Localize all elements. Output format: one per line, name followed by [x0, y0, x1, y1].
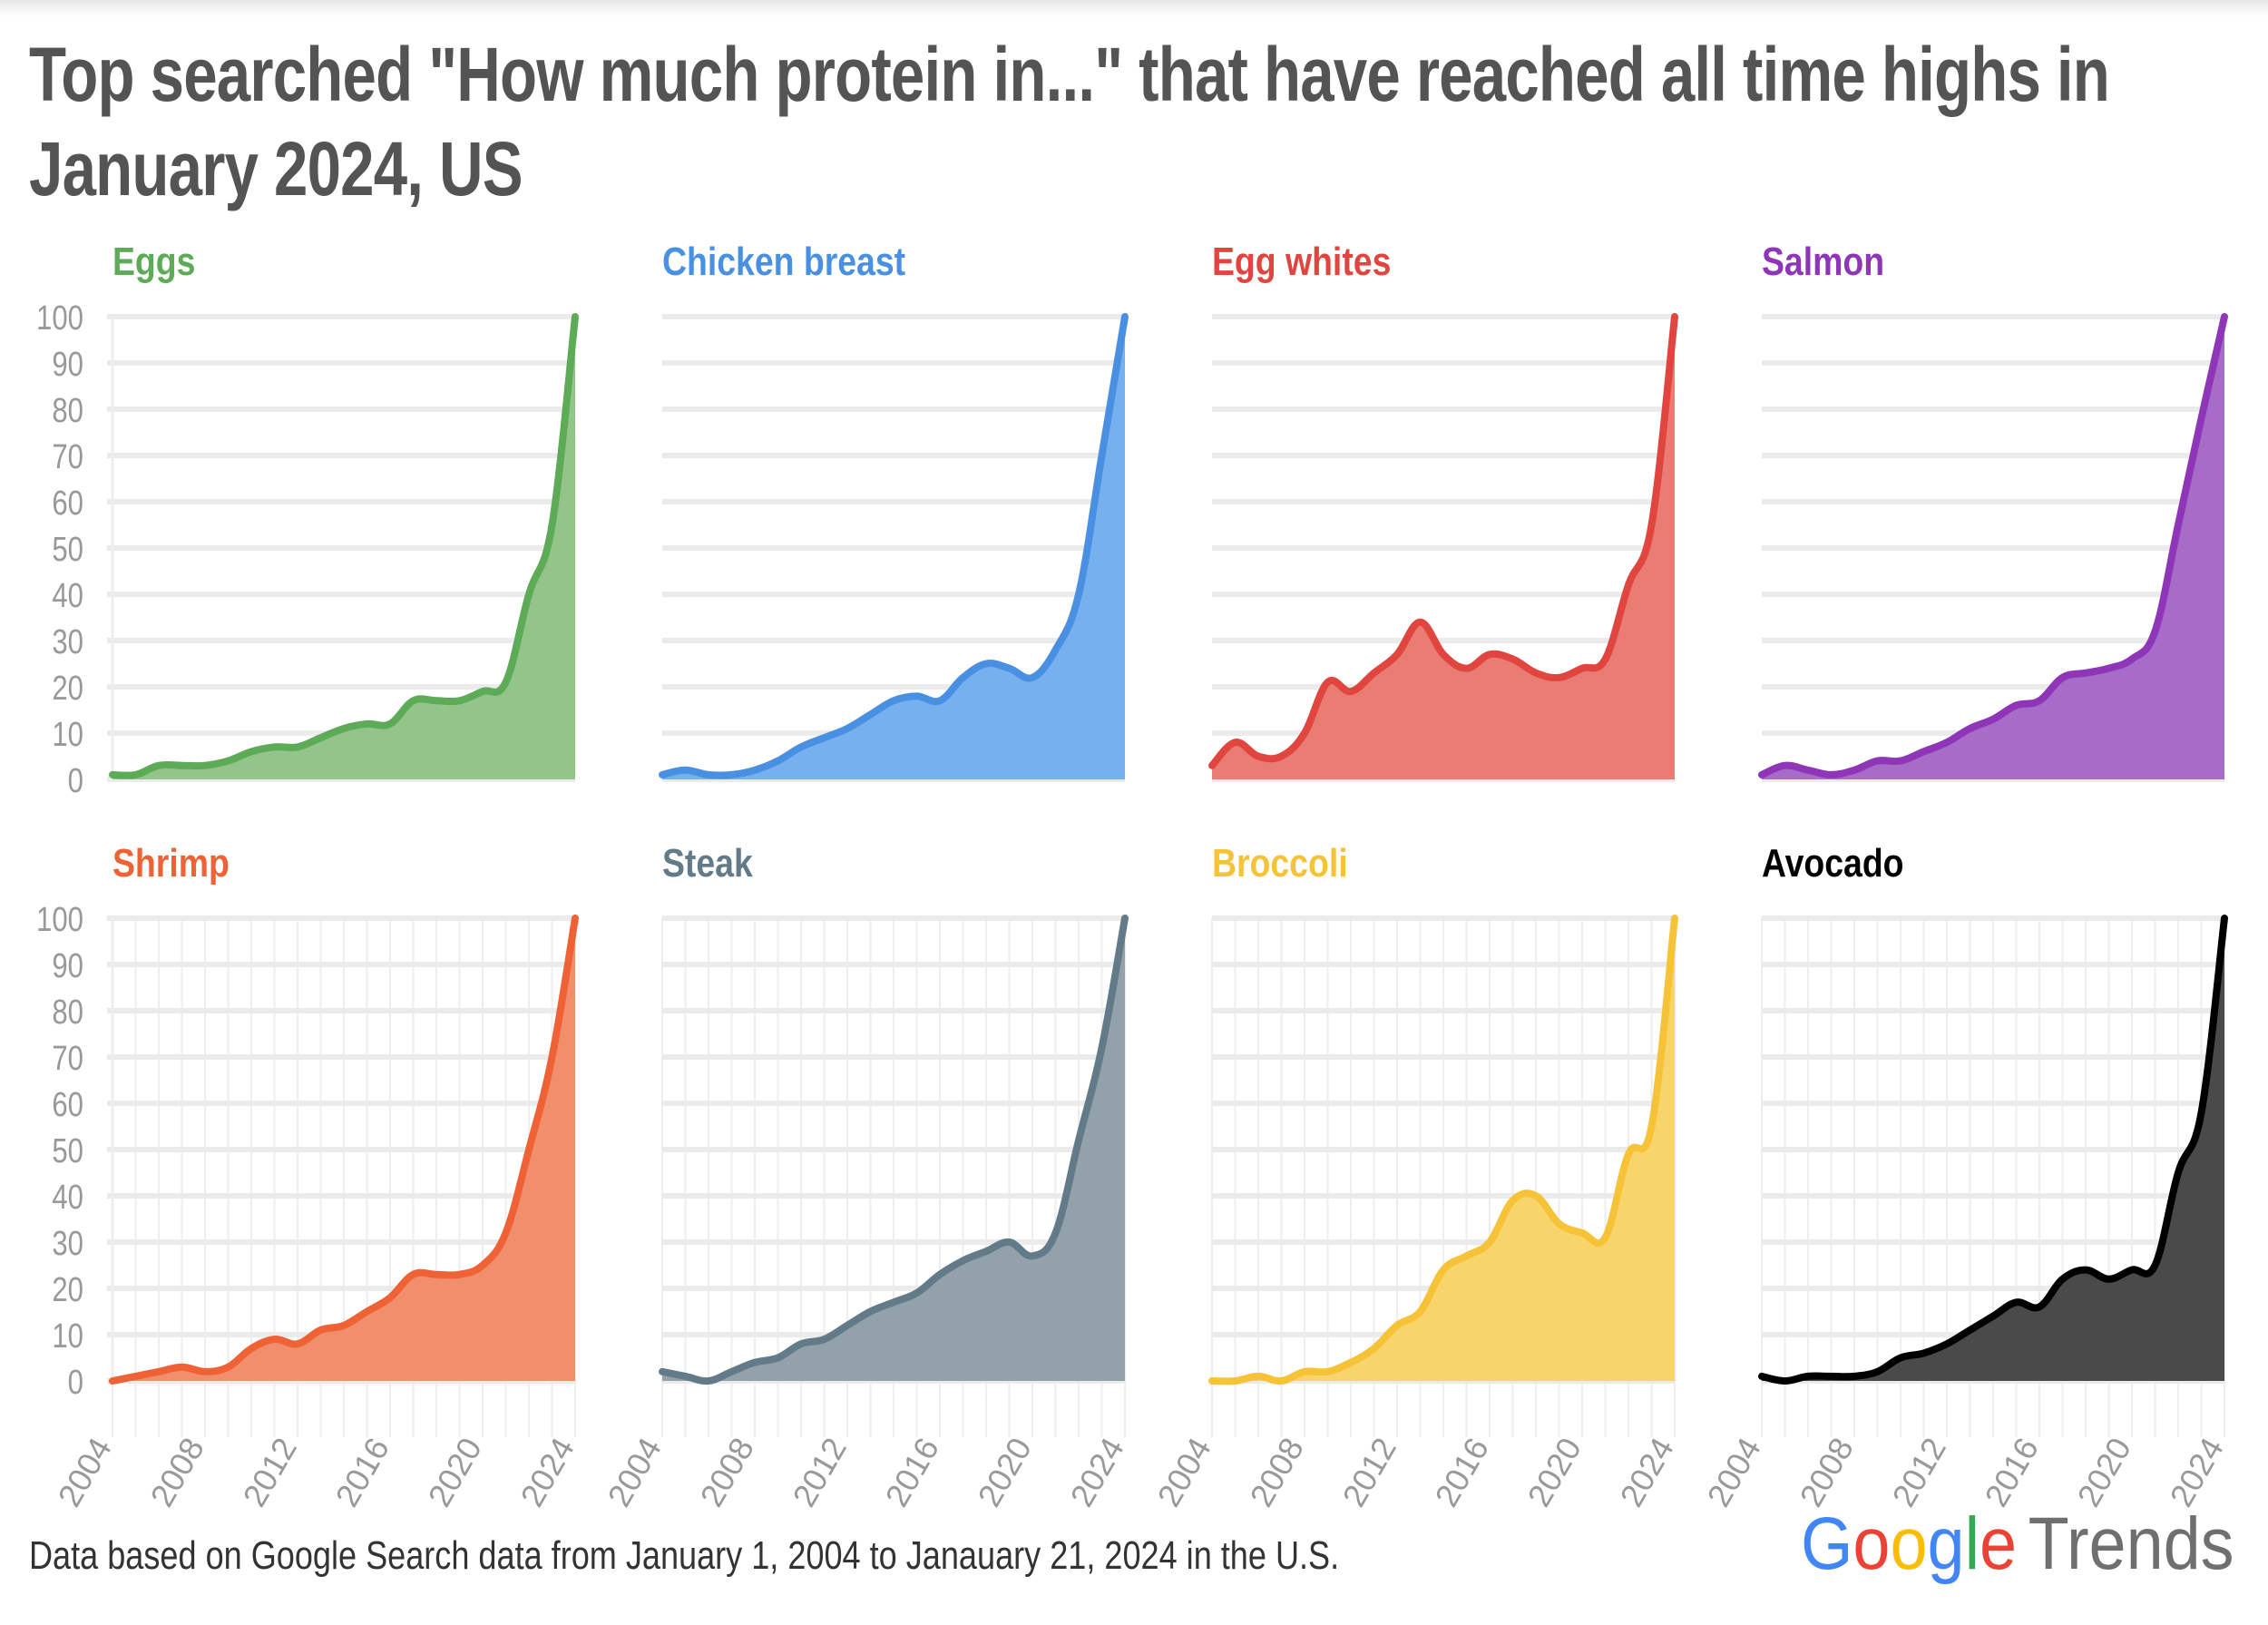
series-line [109, 313, 579, 779]
y-tick-label: 60 [52, 485, 83, 523]
chart-panel-shrimp: Shrimp 0 10 20 30 40 50 60 70 80 90 100 2004 2008 2012… [36, 840, 582, 1512]
x-tick-label: 2008 [1792, 1432, 1861, 1513]
x-tick-label: 2012 [785, 1432, 854, 1513]
page-title: Top searched "How much protein in..." th… [29, 32, 2110, 211]
y-tick-label: 10 [52, 716, 83, 754]
series-line [1758, 313, 2228, 778]
chart-panel-steak: Steak 2004 2008 2012 2016 2020 2024 [600, 840, 1131, 1512]
panel-title: Chicken breast [662, 239, 905, 284]
y-tick-label: 0 [68, 762, 83, 800]
series-line [1208, 915, 1678, 1385]
y-tick-label: 40 [52, 577, 83, 615]
area-fill [1212, 317, 1675, 779]
y-tick-label: 70 [52, 1040, 83, 1078]
google-wordmark: Google [1801, 1503, 2018, 1585]
x-tick-label: 2020 [970, 1432, 1039, 1513]
footer-note: Data based on Google Search data from Ja… [29, 1533, 1340, 1578]
panel-title: Broccoli [1212, 840, 1348, 886]
x-tick-label: 2008 [1242, 1432, 1311, 1513]
y-tick-label: 30 [52, 623, 83, 661]
x-tick-label: 2008 [142, 1432, 211, 1513]
x-tick-label: 2024 [1612, 1432, 1681, 1513]
x-tick-label: 2020 [1520, 1432, 1589, 1513]
chart-panel-salmon: Salmon [1758, 239, 2228, 782]
trends-wordmark: Trends [2028, 1503, 2234, 1585]
y-tick-label: 70 [52, 438, 83, 476]
series-line [1208, 313, 1678, 769]
x-tick-label: 2016 [877, 1432, 946, 1513]
y-tick-label: 50 [52, 531, 83, 569]
google-trends-logo: Google Trends [1801, 1502, 2234, 1587]
y-tick-label: 100 [36, 299, 83, 338]
chart-panel-broccoli: Broccoli 2004 2008 2012 2016 2020 2024 [1149, 840, 1681, 1512]
panel-title: Salmon [1762, 239, 1884, 284]
x-tick-label: 2004 [50, 1432, 119, 1513]
x-tick-label: 2016 [327, 1432, 396, 1513]
area-fill [112, 918, 575, 1381]
y-tick-label: 20 [52, 1271, 83, 1309]
series-line [659, 313, 1129, 779]
panel-title: Eggs [112, 239, 195, 284]
x-tick-label: 2016 [1427, 1432, 1496, 1513]
panel-title: Shrimp [112, 840, 230, 886]
y-tick-label: 20 [52, 670, 83, 708]
y-tick-label: 80 [52, 392, 83, 430]
chart-panel-eggs: Eggs 0 10 20 30 40 50 60 70 80 90 100 [36, 239, 579, 800]
area-fill [1762, 317, 2224, 779]
y-tick-label: 90 [52, 947, 83, 985]
y-tick-label: 30 [52, 1225, 83, 1263]
x-tick-label: 2004 [1699, 1432, 1768, 1513]
y-tick-label: 10 [52, 1317, 83, 1356]
y-tick-label: 40 [52, 1179, 83, 1217]
x-tick-label: 2016 [1977, 1432, 2046, 1513]
chart-panel-egg-whites: Egg whites [1208, 239, 1678, 782]
panel-title: Egg whites [1212, 239, 1391, 284]
y-tick-label: 80 [52, 994, 83, 1032]
x-tick-label: 2020 [420, 1432, 489, 1513]
panel-title: Steak [662, 840, 753, 886]
y-tick-label: 0 [68, 1364, 83, 1402]
chart-panel-chicken-breast: Chicken breast [659, 239, 1129, 782]
y-tick-label: 50 [52, 1132, 83, 1170]
series-line [109, 915, 579, 1385]
y-tick-label: 90 [52, 346, 83, 384]
x-tick-label: 2004 [1149, 1432, 1218, 1513]
x-tick-label: 2008 [692, 1432, 761, 1513]
x-tick-label: 2020 [2069, 1432, 2138, 1513]
x-tick-label: 2012 [1884, 1432, 1953, 1513]
y-tick-label: 100 [36, 901, 83, 939]
top-shadow [0, 0, 2268, 16]
x-tick-label: 2024 [1062, 1432, 1131, 1513]
panel-title: Avocado [1762, 840, 1904, 886]
area-fill [662, 918, 1125, 1382]
x-tick-label: 2012 [235, 1432, 304, 1513]
chart-panel-avocado: Avocado 2004 2008 2012 2016 2020 2024 [1699, 840, 2231, 1512]
x-tick-label: 2012 [1334, 1432, 1403, 1513]
x-tick-label: 2024 [513, 1432, 582, 1513]
area-fill [1212, 918, 1675, 1382]
series-line [1758, 915, 2228, 1385]
x-tick-label: 2024 [2162, 1432, 2231, 1513]
area-fill [112, 317, 575, 779]
area-fill [662, 317, 1125, 779]
y-tick-label: 60 [52, 1086, 83, 1124]
x-tick-label: 2004 [600, 1432, 669, 1513]
series-line [659, 915, 1129, 1385]
area-fill [1762, 918, 2224, 1381]
